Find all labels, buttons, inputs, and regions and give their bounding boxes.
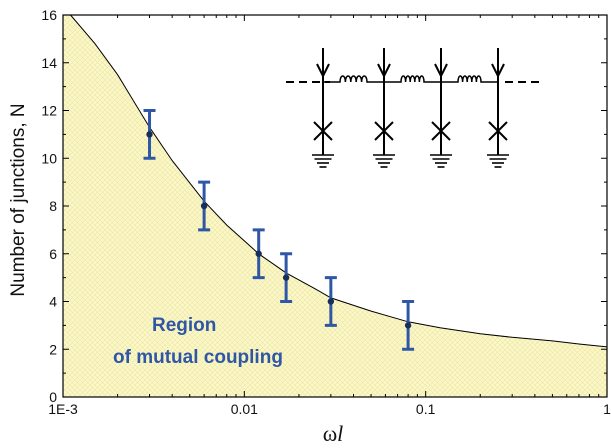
junction-cross-icon <box>488 121 508 141</box>
y-tick-label: 14 <box>41 55 57 71</box>
x-axis-title-omega: ω <box>323 421 337 446</box>
current-arrow-icon <box>316 63 330 79</box>
inductor-coil-icon <box>441 75 498 83</box>
current-arrow-icon <box>377 63 391 79</box>
y-tick-label: 6 <box>49 246 57 262</box>
x-tick-label: 0.01 <box>231 401 258 417</box>
data-point <box>255 250 262 257</box>
data-point <box>146 131 153 138</box>
ticks-layer: 0 2 4 6 8 10 12 14 16 1E-3 0.01 0.1 1 <box>41 7 611 417</box>
mutual-coupling-region-fill <box>63 15 607 397</box>
x-tick-label: 1E-3 <box>48 401 78 417</box>
x-tick-label: 1 <box>603 401 611 417</box>
y-tick-label: 16 <box>41 7 57 23</box>
region-fill-group <box>63 15 607 397</box>
junction-cross-icon <box>313 121 333 141</box>
data-point <box>327 298 335 305</box>
y-tick-label: 10 <box>41 150 57 166</box>
current-arrow-icon <box>434 63 448 79</box>
data-point <box>282 274 290 281</box>
x-tick-label: 0.1 <box>416 401 436 417</box>
circuit-schematic <box>286 48 540 168</box>
data-point <box>404 322 412 329</box>
x-axis-title-l: l <box>337 421 343 446</box>
y-tick-label: 8 <box>49 198 57 214</box>
y-tick-label: 2 <box>49 341 57 357</box>
data-point <box>200 202 208 210</box>
junction-cross-icon <box>431 121 451 141</box>
current-arrow-icon <box>491 63 505 79</box>
y-tick-label: 4 <box>49 294 57 310</box>
region-label-line2: of mutual coupling <box>113 347 283 368</box>
data-layer <box>143 109 415 351</box>
y-axis-title: Number of junctions, N <box>8 103 29 296</box>
x-axis-title: ωl <box>323 421 344 446</box>
inductor-coil-icon <box>323 75 384 83</box>
inductor-coil-icon <box>384 75 441 83</box>
junction-cross-icon <box>374 121 394 141</box>
y-tick-label: 0 <box>49 389 57 405</box>
y-tick-label: 12 <box>41 103 57 119</box>
region-label-line1: Region <box>152 315 216 336</box>
